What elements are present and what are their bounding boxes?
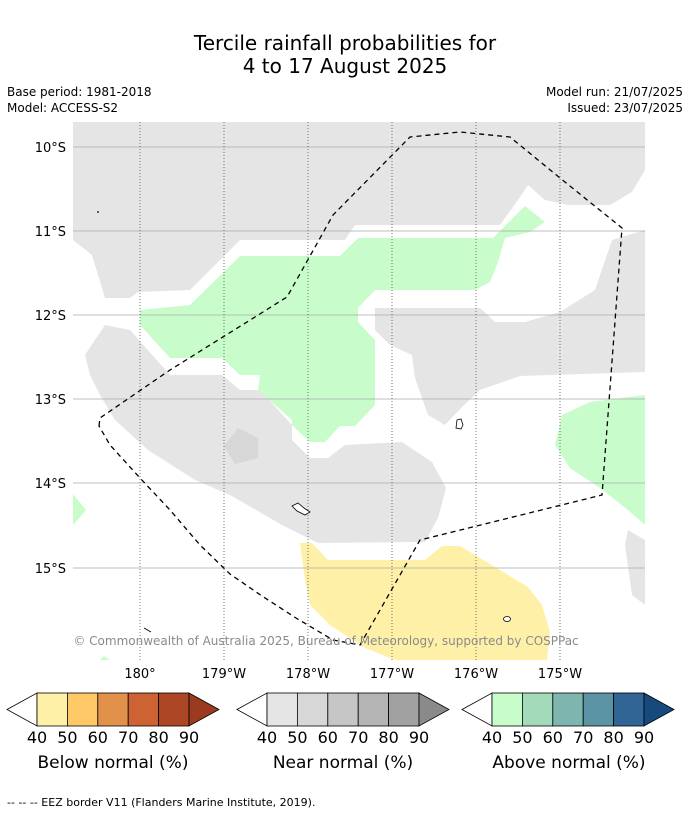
lat-label-11s: 11°S	[35, 225, 66, 240]
colorbars: 40 50 60 70 80 90 40 50 60 70 80 90 40 50 60 70 80 90	[6, 692, 675, 747]
island-dot-northwest	[97, 211, 99, 213]
above-normal-region-east	[555, 395, 645, 525]
colorbar-extend-right	[643, 692, 675, 727]
colorbar-cell	[613, 692, 645, 727]
meta-right: Model run: 21/07/2025 Issued: 23/07/2025	[546, 84, 683, 116]
above-normal-region-bottom-sliver	[100, 656, 110, 660]
colorbar-cell	[522, 692, 554, 727]
colorbar-below: 40 50 60 70 80 90	[6, 692, 220, 747]
near-normal-region-east	[375, 230, 645, 425]
colorbar-extend-right	[188, 692, 220, 727]
colorbar-extend-left	[6, 692, 38, 727]
colorbar-tick-label: 40	[257, 728, 277, 747]
longitude-labels: 180° 179°W 178°W 177°W 176°W 175°W	[124, 667, 582, 682]
colorbar-cell	[67, 692, 99, 727]
colorbar-cell	[158, 692, 190, 727]
colorbar-tick-label: 50	[512, 728, 532, 747]
colorbar-cell	[296, 692, 329, 727]
colorbar-tick-label: 70	[348, 728, 368, 747]
colorbar-tick-label: 60	[543, 728, 563, 747]
lon-label-180: 180°	[124, 667, 155, 682]
title-line-1: Tercile rainfall probabilities for	[193, 31, 497, 55]
colorbar-extend-right	[418, 692, 450, 727]
colorbar-extend-left	[461, 692, 493, 727]
lon-label-177w: 177°W	[370, 667, 414, 682]
colorbar-extend-left	[236, 692, 268, 727]
latitude-labels: 10°S 11°S 12°S 13°S 14°S 15°S	[35, 141, 66, 577]
lon-label-179w: 179°W	[202, 667, 246, 682]
below-normal-region	[300, 543, 550, 660]
colorbar-tick-label: 70	[118, 728, 138, 747]
lon-label-175w: 175°W	[538, 667, 582, 682]
colorbar-cell	[97, 692, 129, 727]
colorbar-tick-label: 80	[148, 728, 168, 747]
colorbar-tick-label: 80	[378, 728, 398, 747]
title-line-2: 4 to 17 August 2025	[242, 54, 448, 78]
model-name: Model: ACCESS-S2	[7, 101, 119, 115]
colorbar-tick-label: 90	[179, 728, 199, 747]
colorbar-tick-label: 60	[88, 728, 108, 747]
colorbar-cell	[552, 692, 584, 727]
colorbar-above: 40 50 60 70 80 90	[461, 692, 675, 747]
issued-date: Issued: 23/07/2025	[567, 101, 683, 115]
colorbar-title-near: Near normal (%)	[272, 753, 414, 773]
island-fiji-north	[291, 502, 311, 516]
lat-label-15s: 15°S	[35, 562, 66, 577]
lat-label-13s: 13°S	[35, 393, 66, 408]
colorbar-title-above: Above normal (%)	[492, 753, 646, 773]
colorbar-tick-label: 40	[27, 728, 47, 747]
lat-label-10s: 10°S	[35, 141, 66, 156]
colorbar-tick-label: 90	[634, 728, 654, 747]
above-normal-region-central	[140, 206, 545, 442]
map-area	[73, 122, 645, 660]
colorbar-cell	[127, 692, 159, 727]
colorbar-tick-label: 70	[573, 728, 593, 747]
eez-border	[98, 131, 623, 646]
island-small-south	[503, 616, 511, 622]
copyright-notice: © Commonwealth of Australia 2025, Bureau…	[73, 634, 578, 648]
near-normal-darker-patch	[224, 428, 258, 464]
colorbar-cell	[491, 692, 523, 727]
colorbar-tick-label: 90	[409, 728, 429, 747]
island-southwest-sliver	[143, 627, 152, 633]
colorbar-title-below: Below normal (%)	[37, 753, 189, 773]
meta-left: Base period: 1981-2018 Model: ACCESS-S2	[7, 84, 152, 116]
map-title: Tercile rainfall probabilities for 4 to …	[0, 32, 690, 78]
near-normal-region-far-east	[625, 530, 645, 605]
lat-label-14s: 14°S	[35, 477, 66, 492]
near-normal-region-southwest	[85, 325, 446, 543]
colorbar-cell	[36, 692, 68, 727]
colorbar-near: 40 50 60 70 80 90	[236, 692, 450, 747]
colorbar-tick-label: 50	[287, 728, 307, 747]
lat-label-12s: 12°S	[35, 309, 66, 324]
lon-label-178w: 178°W	[286, 667, 330, 682]
colorbar-tick-label: 60	[318, 728, 338, 747]
colorbar-cell	[582, 692, 615, 727]
eez-footnote: -- -- -- EEZ border V11 (Flanders Marine…	[7, 796, 316, 809]
above-normal-region-west-edge	[73, 494, 86, 525]
colorbar-tick-label: 50	[57, 728, 77, 747]
colorbar-cell	[388, 692, 420, 727]
latitude-gridlines	[73, 146, 645, 569]
colorbar-tick-label: 40	[482, 728, 502, 747]
colorbar-cell	[357, 692, 390, 727]
colorbar-cell	[327, 692, 359, 727]
colorbar-cell	[266, 692, 298, 727]
model-run: Model run: 21/07/2025	[545, 85, 683, 99]
island-wallis	[455, 418, 464, 430]
base-period: Base period: 1981-2018	[7, 85, 152, 99]
colorbar-tick-label: 80	[603, 728, 623, 747]
near-normal-region-north	[73, 122, 645, 298]
lon-label-176w: 176°W	[454, 667, 498, 682]
